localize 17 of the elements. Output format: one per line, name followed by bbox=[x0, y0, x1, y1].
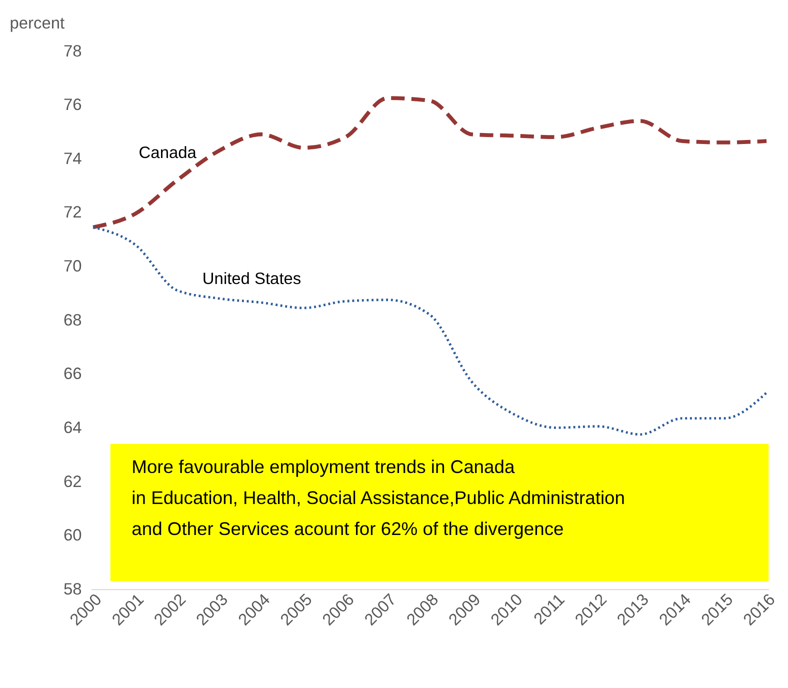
y-tick-label: 78 bbox=[64, 42, 82, 60]
y-tick-label: 76 bbox=[64, 96, 82, 114]
y-tick-label: 74 bbox=[64, 150, 82, 168]
y-tick-label: 70 bbox=[64, 258, 82, 276]
line-series bbox=[92, 226, 768, 436]
y-axis-title: percent bbox=[10, 14, 66, 33]
y-tick-label: 68 bbox=[64, 311, 82, 330]
y-tick-label: 64 bbox=[64, 419, 82, 438]
y-tick-label: 66 bbox=[64, 365, 82, 384]
y-tick-label: 62 bbox=[64, 472, 82, 491]
series-label: United States bbox=[202, 270, 302, 288]
annotation: More favourable employment trends in Canada in Education, Health, Social Assistance,Public Administration and Other Services acount for 62% of the divergence bbox=[132, 456, 625, 539]
y-tick-label: 60 bbox=[64, 526, 82, 545]
line-series bbox=[91, 96, 768, 230]
series-label: Canada bbox=[138, 144, 198, 162]
y-tick-label: 72 bbox=[64, 204, 82, 222]
y-tick-label: 58 bbox=[64, 580, 82, 599]
